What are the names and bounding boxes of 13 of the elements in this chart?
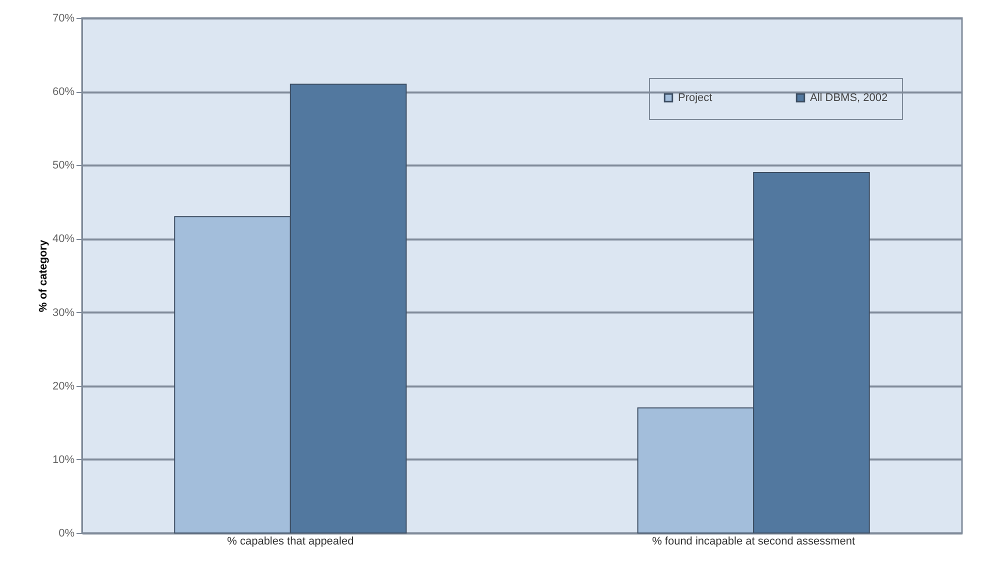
y-tick-label: 70%	[52, 12, 75, 24]
y-tick-label: 40%	[52, 233, 75, 246]
y-tick-label: 20%	[52, 380, 75, 392]
legend-label: All DBMS, 2002	[810, 92, 888, 104]
y-tick-label: 0%	[58, 528, 75, 540]
x-tick-label: % capables that appealed	[227, 536, 354, 548]
legend-label: Project	[678, 92, 712, 104]
y-tick-label: 10%	[52, 454, 75, 466]
y-tick-label: 60%	[52, 86, 75, 98]
y-tick-label: 50%	[52, 160, 75, 172]
y-axis-title: % of category	[37, 239, 50, 312]
y-tick-label: 30%	[52, 306, 75, 319]
x-tick-label: % found incapable at second assessment	[652, 536, 856, 548]
